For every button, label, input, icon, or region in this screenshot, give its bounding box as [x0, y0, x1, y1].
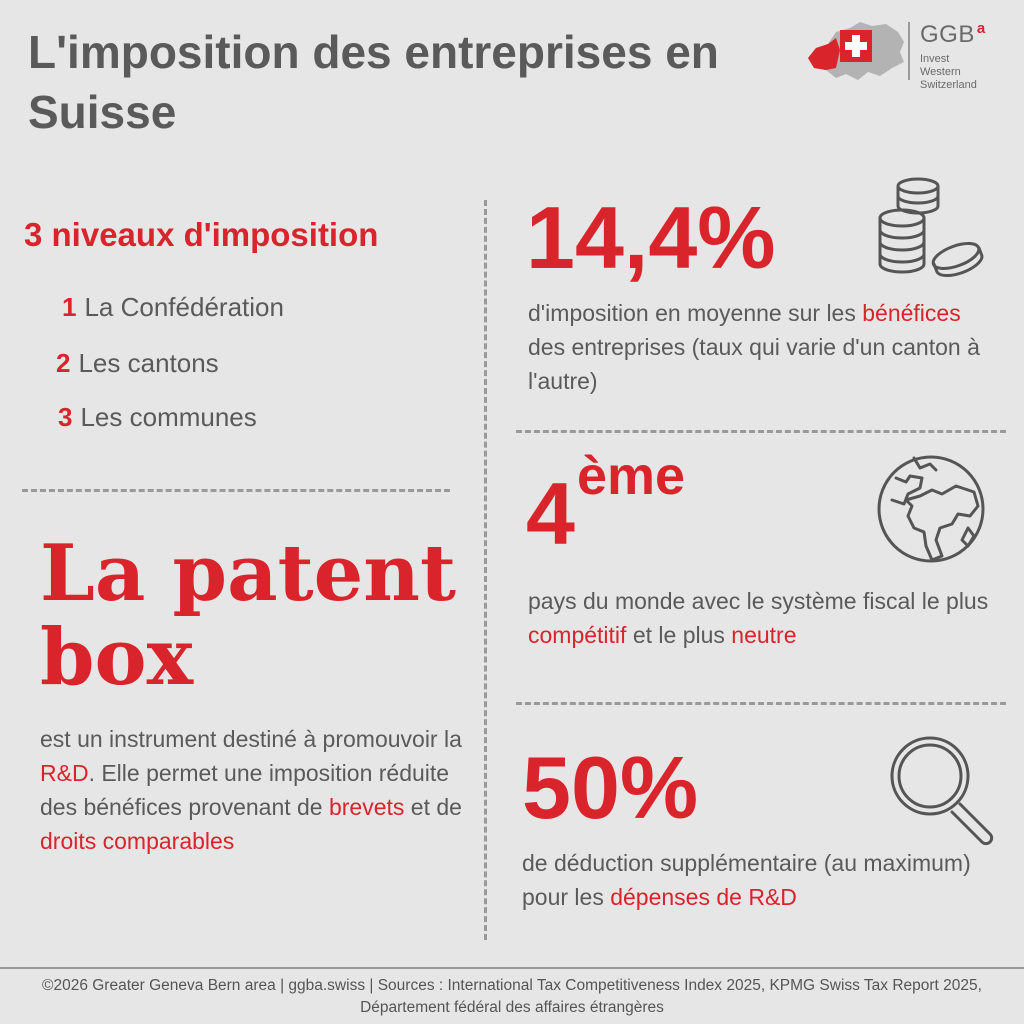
logo-tagline: Invest Western Switzerland	[920, 53, 977, 91]
magnifier-icon	[890, 736, 994, 846]
logo-divider	[908, 22, 910, 80]
coins-icon	[878, 177, 984, 278]
section-divider	[22, 489, 450, 492]
globe-icon	[877, 455, 985, 563]
stat-description: d'imposition en moyenne sur les bénéfice…	[528, 300, 980, 394]
level-item: 2 Les cantons	[56, 348, 219, 378]
patent-box-description: est un instrument destiné à promouvoir l…	[40, 726, 462, 854]
patent-box-heading: La patent box	[40, 528, 457, 703]
stat-description: pays du monde avec le système fiscal le …	[528, 588, 989, 648]
stat-description: de déduction supplémentaire (au maximum)…	[522, 850, 971, 910]
section-divider	[516, 430, 1006, 433]
logo-name: GGB a	[920, 20, 986, 48]
stat-value: 14,4%	[526, 188, 776, 287]
column-divider	[484, 200, 487, 940]
section-divider	[516, 702, 1006, 705]
stat-value-rank: 4ème	[526, 446, 686, 563]
level-item: 3 Les communes	[58, 402, 257, 432]
footer-sources: ©2026 Greater Geneva Bern area | ggba.sw…	[42, 977, 982, 1016]
switzerland-map-logo	[808, 22, 904, 80]
levels-heading: 3 niveaux d'imposition	[24, 216, 379, 253]
page-title: L'imposition des entreprises en Suisse	[28, 26, 719, 138]
level-item: 1 La Confédération	[62, 292, 284, 322]
stat-value: 50%	[522, 738, 699, 837]
footer-divider	[0, 967, 1024, 969]
